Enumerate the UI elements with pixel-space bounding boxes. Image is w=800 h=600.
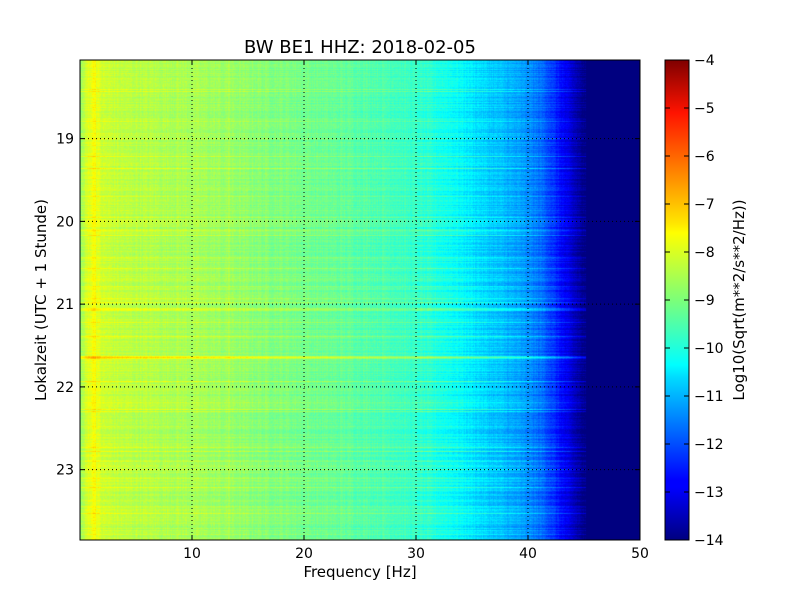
- colorbar-ticks: −4 −5 −6 −7 −8 −9 −10 −11 −12 −13 −14: [665, 53, 724, 549]
- colorbar-tick-label: −7: [694, 197, 715, 213]
- colorbar-tick-label: −14: [694, 533, 724, 549]
- y-tick-label: 23: [56, 463, 74, 479]
- colorbar-tick-label: −11: [694, 389, 724, 405]
- y-axis-label: Lokalzeit (UTC + 1 Stunde): [32, 199, 50, 401]
- y-axis: 19 20 21 22 23: [56, 132, 640, 479]
- y-tick-label: 19: [56, 132, 74, 148]
- colorbar-label: Log10(Sqrt(m**2/s**2/Hz)): [730, 199, 748, 400]
- colorbar-tick-label: −10: [694, 341, 724, 357]
- colorbar-tick-label: −4: [694, 53, 715, 69]
- x-tick-label: 10: [183, 546, 201, 562]
- y-tick-label: 22: [56, 380, 74, 396]
- x-tick-label: 20: [295, 546, 313, 562]
- x-tick-label: 30: [407, 546, 425, 562]
- colorbar-tick-label: −12: [694, 437, 724, 453]
- x-tick-label: 40: [519, 546, 537, 562]
- colorbar-tick-label: −6: [694, 149, 715, 165]
- colorbar-tick-label: −5: [694, 101, 715, 117]
- colorbar-tick-label: −9: [694, 293, 715, 309]
- x-tick-label: 50: [631, 546, 649, 562]
- grid-lines: [80, 60, 640, 540]
- heatmap-area: [80, 60, 640, 540]
- x-axis: 10 20 30 40 50: [183, 60, 649, 562]
- spectrogram-heatmap: [80, 60, 640, 540]
- y-tick-label: 21: [56, 297, 74, 313]
- chart-title: BW BE1 HHZ: 2018-02-05: [244, 37, 476, 58]
- x-axis-label: Frequency [Hz]: [303, 563, 416, 581]
- colorbar-tick-label: −13: [694, 485, 724, 501]
- plot-frame: [79, 59, 641, 541]
- y-tick-label: 20: [56, 214, 74, 230]
- colorbar-tick-label: −8: [694, 245, 715, 261]
- colorbar: −4 −5 −6 −7 −8 −9 −10 −11 −12 −13 −14 Log10(Sqrt(m…: [664, 53, 748, 549]
